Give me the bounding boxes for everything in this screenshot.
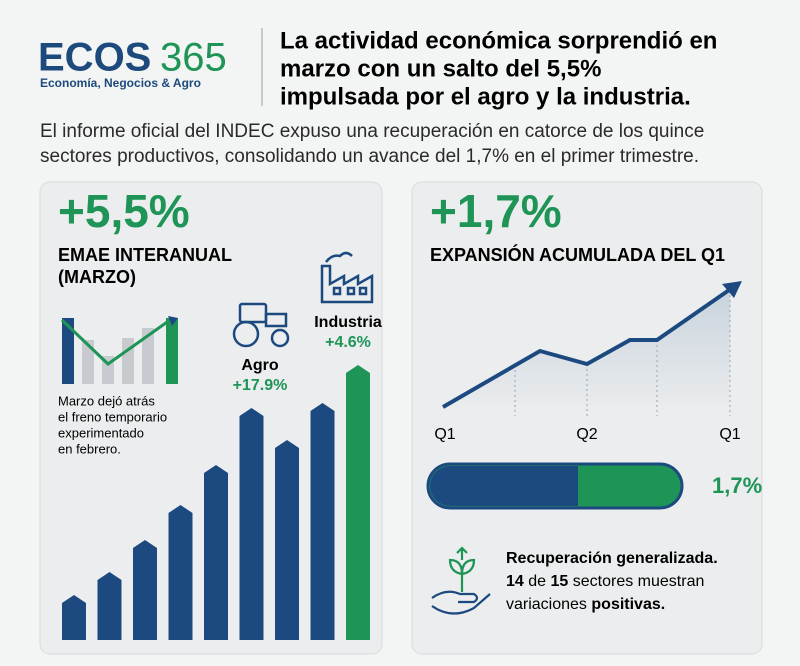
decor-bar [168, 505, 193, 640]
panel-label: EMAE INTERANUAL [58, 245, 232, 265]
agro-name: Agro [241, 357, 279, 374]
note: en febrero. [58, 441, 121, 456]
mini-chart-icon [60, 316, 178, 384]
progress-label: 1,7% [712, 473, 762, 498]
trend-arrow [722, 281, 742, 298]
factory-icon [320, 251, 374, 304]
logo-brand: ECOS [38, 36, 151, 80]
summary-line: 14 de 15 sectores muestran [506, 573, 704, 590]
panel-label: (MARZO) [58, 267, 136, 287]
summary-text: de [528, 573, 546, 590]
summary-title: Recuperación generalizada. [506, 550, 718, 567]
right-card [411, 181, 763, 655]
note: Marzo dejó atrás [58, 393, 155, 408]
bars [62, 365, 370, 640]
decor-bar [346, 365, 370, 640]
industria-value: +4.6% [325, 334, 371, 351]
plant-icon [431, 546, 491, 615]
decor-bar [310, 403, 335, 640]
summary-text: sectores muestran [573, 573, 705, 590]
summary-emphasis: positivas. [591, 596, 665, 613]
axis-label: Q2 [576, 426, 597, 443]
progress-fill [430, 466, 578, 506]
decor-bar [275, 440, 299, 640]
agro-value: +17.9% [233, 377, 288, 394]
summary-number: 15 [551, 573, 569, 590]
decor-bar [239, 408, 264, 640]
panel-label: EXPANSIÓN ACUMULADA DEL Q1 [430, 244, 725, 265]
headline: marzo con un salto del 5,5% [280, 55, 601, 82]
tractor-icon [232, 302, 290, 348]
decor-bar [133, 540, 157, 640]
summary-text: variaciones [506, 596, 587, 613]
logo-number: 365 [160, 36, 227, 80]
axis-label: Q1 [434, 426, 455, 443]
industria-name: Industria [314, 314, 382, 331]
lead: El informe oficial del INDEC expuso una … [40, 121, 704, 142]
headline: La actividad económica sorprendió en [280, 27, 717, 54]
big-number: +1,7% [430, 185, 562, 237]
trend-line [442, 286, 734, 409]
note: experimentado [58, 425, 144, 440]
big-number: +5,5% [58, 185, 190, 237]
axis-label: Q1 [719, 426, 740, 443]
decor-bar [62, 595, 86, 640]
guides [514, 290, 731, 416]
summary-number: 14 [506, 573, 524, 590]
decor-bar [97, 572, 122, 640]
lead: sectores productivos, consolidando un av… [40, 146, 699, 167]
summary-line: variaciones positivas. [506, 596, 665, 613]
decor-bar [204, 465, 228, 640]
logo-tagline: Economía, Negocios & Agro [40, 76, 201, 90]
headline: impulsada por el agro y la industria. [280, 83, 691, 110]
note: el freno temporario [58, 409, 167, 424]
